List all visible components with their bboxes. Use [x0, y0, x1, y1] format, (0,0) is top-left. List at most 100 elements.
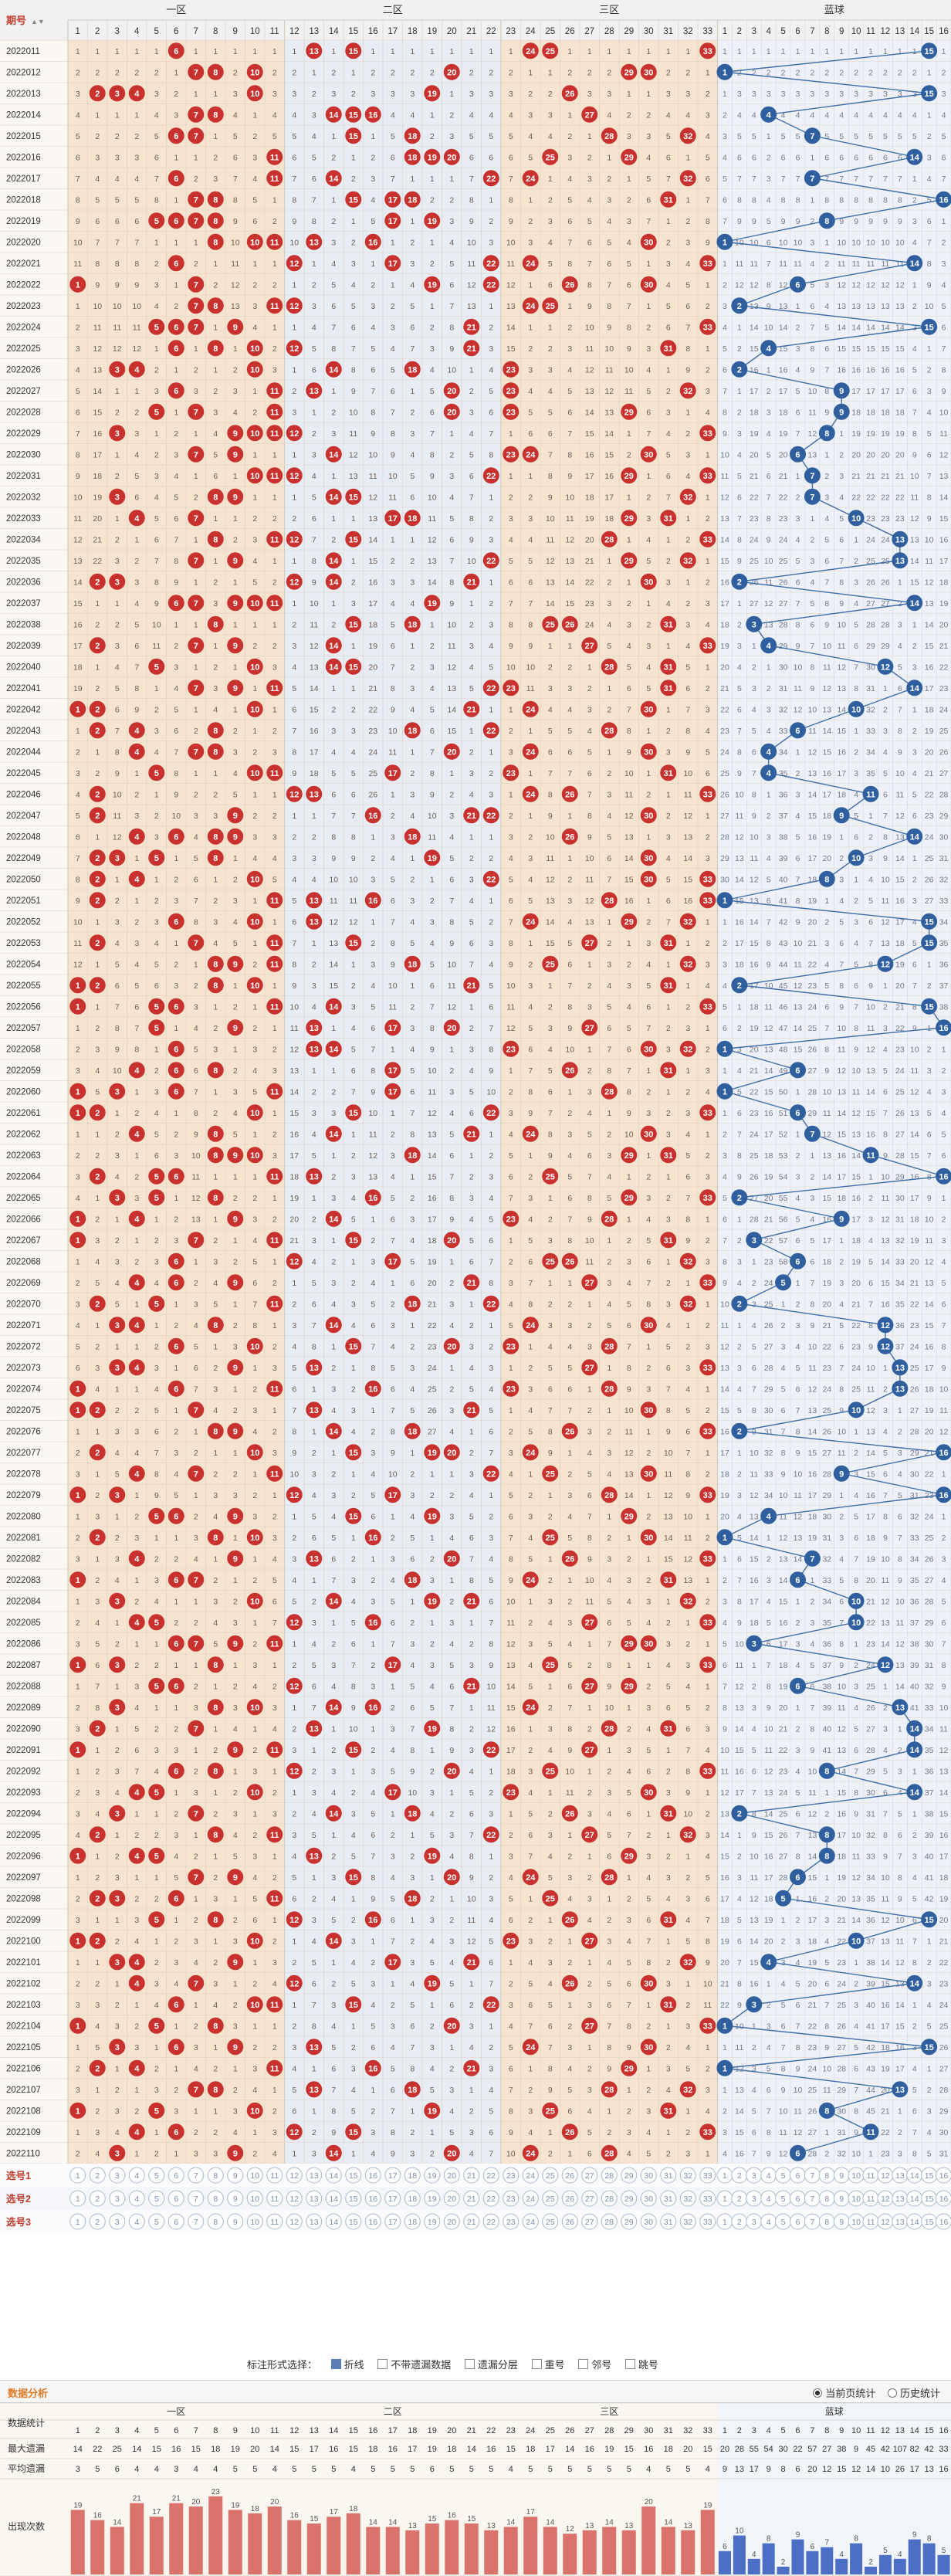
blue-miss-count: 5	[912, 790, 917, 799]
red-ball-number: 4	[134, 727, 140, 736]
blue-miss-count: 1	[737, 47, 742, 56]
red-miss-count: 1	[115, 1618, 120, 1628]
blue-miss-count: 12	[764, 1024, 773, 1033]
red-miss-count: 2	[627, 450, 631, 459]
red-ball-number: 1	[76, 1087, 80, 1096]
red-ball-number: 5	[154, 769, 159, 778]
red-miss-count: 3	[449, 812, 454, 821]
blue-miss-count: 25	[939, 727, 949, 736]
blue-miss-count: 5	[839, 132, 844, 141]
blue-miss-count: 7	[898, 705, 902, 714]
red-miss-count: 4	[371, 981, 375, 991]
red-miss-count: 2	[391, 1300, 395, 1309]
red-miss-count: 2	[134, 1661, 139, 1670]
red-miss-count: 2	[252, 642, 257, 651]
red-miss-count: 5	[469, 450, 474, 459]
red-miss-count: 5	[292, 1364, 296, 1373]
red-miss-count: 6	[607, 259, 611, 269]
blue-miss-count: 8	[723, 1257, 727, 1266]
red-miss-count: 4	[233, 110, 238, 120]
red-ball-number: 9	[233, 812, 238, 821]
blue-miss-count: 10	[881, 238, 890, 247]
red-ball-number: 18	[408, 153, 417, 162]
red-ball	[561, 276, 578, 293]
blue-miss-count: 21	[866, 1597, 875, 1606]
red-ball-number: 15	[349, 663, 358, 672]
red-miss-count: 1	[509, 790, 513, 799]
red-miss-count: 4	[607, 1300, 611, 1309]
red-ball-number: 22	[486, 1831, 496, 1840]
red-miss-count: 15	[624, 875, 634, 884]
blue-miss-count: 4	[883, 1427, 888, 1436]
blue-miss-count: 11	[939, 1724, 948, 1734]
red-miss-count: 1	[587, 1767, 592, 1776]
red-miss-count: 5	[371, 1809, 375, 1818]
red-miss-count: 25	[428, 1385, 437, 1394]
blue-miss-count: 22	[750, 1087, 759, 1096]
red-miss-count: 6	[469, 939, 474, 948]
red-miss-count: 4	[528, 875, 533, 884]
red-miss-count: 2	[134, 408, 139, 417]
red-miss-count: 7	[371, 1852, 375, 1861]
red-ball-number: 3	[115, 578, 120, 587]
red-miss-count: 9	[627, 1385, 631, 1394]
red-miss-count: 1	[213, 1215, 218, 1224]
blue-miss-count: 16	[779, 1618, 788, 1628]
red-miss-count: 3	[115, 1257, 120, 1266]
blue-miss-count: 33	[925, 1703, 934, 1713]
blue-miss-count: 1	[723, 90, 727, 99]
red-miss-count: 9	[391, 450, 395, 459]
blue-miss-count: 12	[939, 450, 949, 459]
blue-miss-count: 8	[927, 1172, 932, 1181]
red-miss-count: 7	[449, 897, 454, 906]
red-miss-count: 3	[685, 450, 690, 459]
blue-miss-count: 6	[868, 917, 873, 927]
red-miss-count: 14	[506, 1682, 516, 1691]
blue-miss-count: 12	[910, 1087, 919, 1096]
red-miss-count: 3	[587, 175, 592, 184]
blue-miss-count: 3	[912, 90, 917, 99]
red-miss-count: 5	[134, 1724, 139, 1734]
red-miss-count: 1	[252, 897, 257, 906]
red-miss-count: 6	[528, 429, 533, 439]
blue-miss-count: 6	[810, 1257, 814, 1266]
red-miss-count: 8	[449, 1724, 454, 1734]
red-miss-count: 4	[331, 1788, 336, 1798]
blue-miss-count: 14	[866, 323, 875, 332]
red-miss-count: 15	[565, 599, 574, 608]
red-miss-count: 6	[391, 642, 395, 651]
red-miss-count: 5	[154, 960, 159, 969]
red-miss-count: 1	[646, 472, 651, 481]
blue-column-number: 16	[939, 27, 949, 36]
red-ball-number: 7	[194, 1724, 198, 1734]
blue-miss-count: 12	[794, 1512, 803, 1521]
red-miss-count: 3	[567, 1618, 572, 1628]
red-miss-count: 4	[587, 1109, 592, 1118]
red-miss-count: 1	[706, 917, 710, 927]
red-ball-number: 13	[310, 1045, 319, 1054]
blue-miss-count: 9	[898, 217, 902, 226]
red-column-number: 11	[270, 27, 279, 36]
red-miss-count: 9	[134, 705, 139, 714]
blue-miss-count: 14	[720, 1385, 729, 1394]
blue-miss-count: 6	[810, 302, 814, 311]
red-miss-count: 2	[706, 939, 710, 948]
red-miss-count: 2	[351, 1554, 356, 1564]
blue-miss-count: 28	[808, 1087, 817, 1096]
red-miss-count: 1	[509, 47, 513, 56]
red-ball	[699, 318, 716, 335]
red-miss-count: 11	[526, 684, 535, 693]
red-miss-count: 2	[371, 68, 375, 77]
red-miss-count: 8	[371, 408, 375, 417]
red-miss-count: 4	[252, 1682, 257, 1691]
red-miss-count: 2	[666, 1109, 671, 1118]
red-miss-count: 3	[233, 1703, 238, 1713]
red-ball-number: 24	[526, 259, 536, 269]
red-miss-count: 2	[706, 1809, 710, 1818]
red-miss-count: 6	[430, 727, 435, 736]
red-miss-count: 10	[565, 1767, 574, 1776]
blue-miss-count: 1	[854, 535, 858, 544]
red-ball-number: 32	[683, 1300, 692, 1309]
blue-miss-count: 9	[883, 1534, 888, 1543]
blue-miss-count: 13	[837, 1746, 846, 1755]
